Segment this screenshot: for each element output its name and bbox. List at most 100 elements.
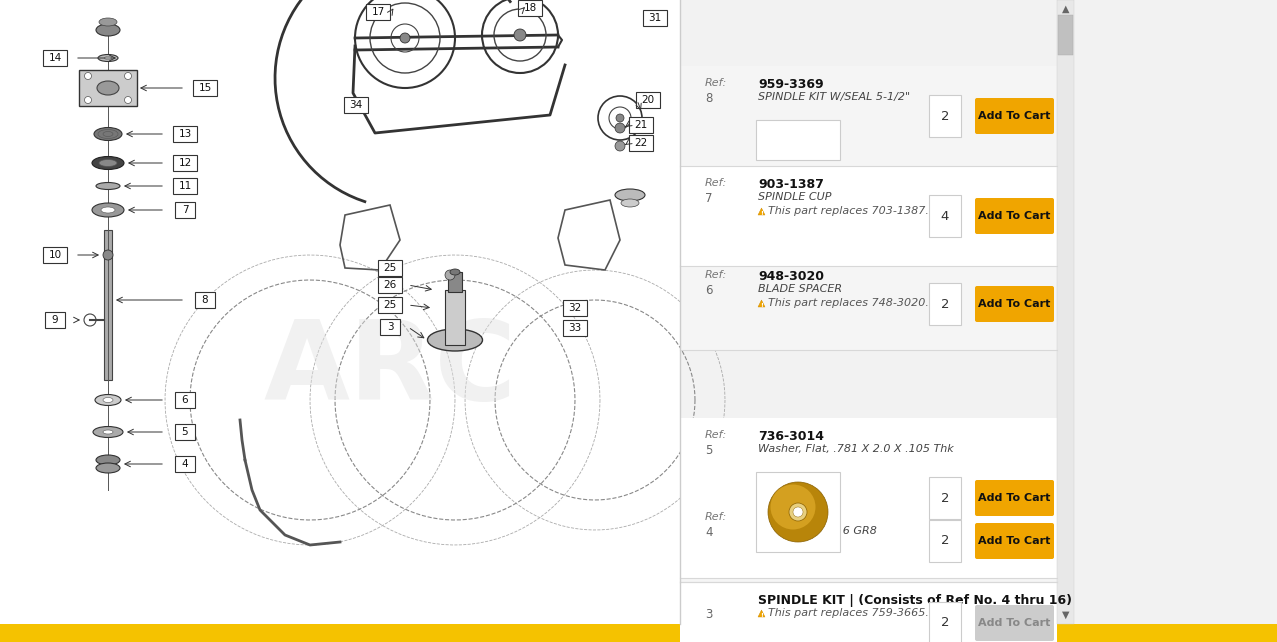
FancyBboxPatch shape: [928, 602, 962, 642]
Text: 14: 14: [49, 53, 61, 63]
Text: This part replaces 748-3020.: This part replaces 748-3020.: [767, 299, 928, 309]
Text: 3: 3: [705, 608, 713, 621]
Text: This part replaces 759-3665.: This part replaces 759-3665.: [767, 609, 928, 618]
FancyBboxPatch shape: [518, 0, 541, 16]
Text: 12: 12: [179, 158, 192, 168]
Text: 33: 33: [568, 323, 581, 333]
FancyBboxPatch shape: [378, 297, 402, 313]
Text: 13: 13: [179, 129, 192, 139]
Bar: [679, 258, 1057, 350]
Ellipse shape: [616, 189, 645, 201]
Text: ARC: ARC: [263, 317, 517, 424]
Bar: [756, 472, 840, 552]
FancyBboxPatch shape: [172, 155, 197, 171]
Circle shape: [616, 141, 624, 151]
Text: 26: 26: [383, 280, 397, 290]
FancyBboxPatch shape: [928, 195, 962, 237]
Text: 9: 9: [51, 315, 59, 325]
Ellipse shape: [789, 503, 807, 521]
FancyBboxPatch shape: [976, 480, 1054, 516]
Text: This part replaces 703-1387.: This part replaces 703-1387.: [767, 207, 928, 216]
FancyBboxPatch shape: [172, 126, 197, 142]
Ellipse shape: [96, 463, 120, 473]
FancyBboxPatch shape: [976, 98, 1054, 134]
FancyBboxPatch shape: [378, 277, 402, 293]
Ellipse shape: [428, 329, 483, 351]
Text: 25: 25: [383, 300, 397, 310]
Text: 8: 8: [202, 295, 208, 305]
Polygon shape: [759, 208, 765, 215]
Text: Nut, Hex, 3/4-16 GR8: Nut, Hex, 3/4-16 GR8: [759, 526, 877, 536]
Polygon shape: [759, 610, 765, 617]
Polygon shape: [759, 300, 765, 307]
Text: Ref:: Ref:: [705, 512, 727, 522]
Text: 10: 10: [49, 250, 61, 260]
FancyBboxPatch shape: [563, 320, 587, 336]
Ellipse shape: [94, 128, 123, 141]
FancyBboxPatch shape: [43, 247, 66, 263]
Bar: [1059, 15, 1073, 55]
Text: 17: 17: [372, 7, 384, 17]
Text: 22: 22: [635, 138, 647, 148]
Bar: [679, 66, 1057, 166]
FancyBboxPatch shape: [193, 80, 217, 96]
Text: 11: 11: [179, 181, 192, 191]
Text: Ref:: Ref:: [705, 178, 727, 188]
Text: 2: 2: [941, 616, 949, 630]
Bar: [103, 230, 112, 380]
Ellipse shape: [92, 157, 124, 169]
Circle shape: [616, 114, 624, 122]
Text: 712-3018: 712-3018: [759, 512, 824, 525]
FancyBboxPatch shape: [366, 4, 389, 20]
Text: 6: 6: [705, 284, 713, 297]
Bar: [679, 0, 1277, 624]
Ellipse shape: [92, 203, 124, 217]
Text: 31: 31: [649, 13, 661, 23]
FancyBboxPatch shape: [378, 260, 402, 276]
Ellipse shape: [450, 269, 460, 275]
Circle shape: [400, 33, 410, 43]
Text: 3: 3: [387, 322, 393, 332]
FancyBboxPatch shape: [976, 605, 1054, 641]
FancyBboxPatch shape: [43, 50, 66, 66]
Ellipse shape: [96, 455, 120, 465]
Ellipse shape: [103, 397, 112, 403]
Text: 8: 8: [705, 92, 713, 105]
FancyBboxPatch shape: [636, 92, 660, 108]
Bar: [79, 70, 137, 106]
Bar: [444, 290, 465, 345]
FancyBboxPatch shape: [344, 97, 368, 113]
Bar: [0, 0, 679, 624]
Ellipse shape: [770, 485, 816, 530]
Text: 34: 34: [350, 100, 363, 110]
FancyBboxPatch shape: [928, 477, 962, 519]
FancyBboxPatch shape: [928, 95, 962, 137]
Text: 959-3369: 959-3369: [759, 78, 824, 91]
Bar: [0, 624, 1277, 642]
Bar: [679, 418, 1057, 578]
FancyBboxPatch shape: [175, 392, 195, 408]
FancyBboxPatch shape: [976, 286, 1054, 322]
Ellipse shape: [96, 24, 120, 36]
Text: 32: 32: [568, 303, 581, 313]
FancyBboxPatch shape: [644, 10, 667, 26]
Text: !: !: [760, 612, 762, 618]
Text: 4: 4: [705, 526, 713, 539]
Text: 18: 18: [524, 3, 536, 13]
FancyBboxPatch shape: [175, 424, 195, 440]
Circle shape: [84, 73, 92, 80]
Bar: [679, 166, 1057, 266]
Circle shape: [124, 73, 132, 80]
Text: Add To Cart: Add To Cart: [978, 211, 1051, 221]
Ellipse shape: [767, 482, 827, 542]
Text: SPINDLE CUP: SPINDLE CUP: [759, 192, 831, 202]
Text: 25: 25: [383, 263, 397, 273]
Text: Add To Cart: Add To Cart: [978, 299, 1051, 309]
Text: ▲: ▲: [1061, 4, 1069, 14]
Text: Washer, Flat, .781 X 2.0 X .105 Thk: Washer, Flat, .781 X 2.0 X .105 Thk: [759, 444, 954, 454]
Text: 5: 5: [705, 444, 713, 457]
FancyBboxPatch shape: [45, 312, 65, 328]
Text: BLADE SPACER: BLADE SPACER: [759, 284, 842, 294]
Text: Ref:: Ref:: [705, 430, 727, 440]
Circle shape: [616, 123, 624, 133]
